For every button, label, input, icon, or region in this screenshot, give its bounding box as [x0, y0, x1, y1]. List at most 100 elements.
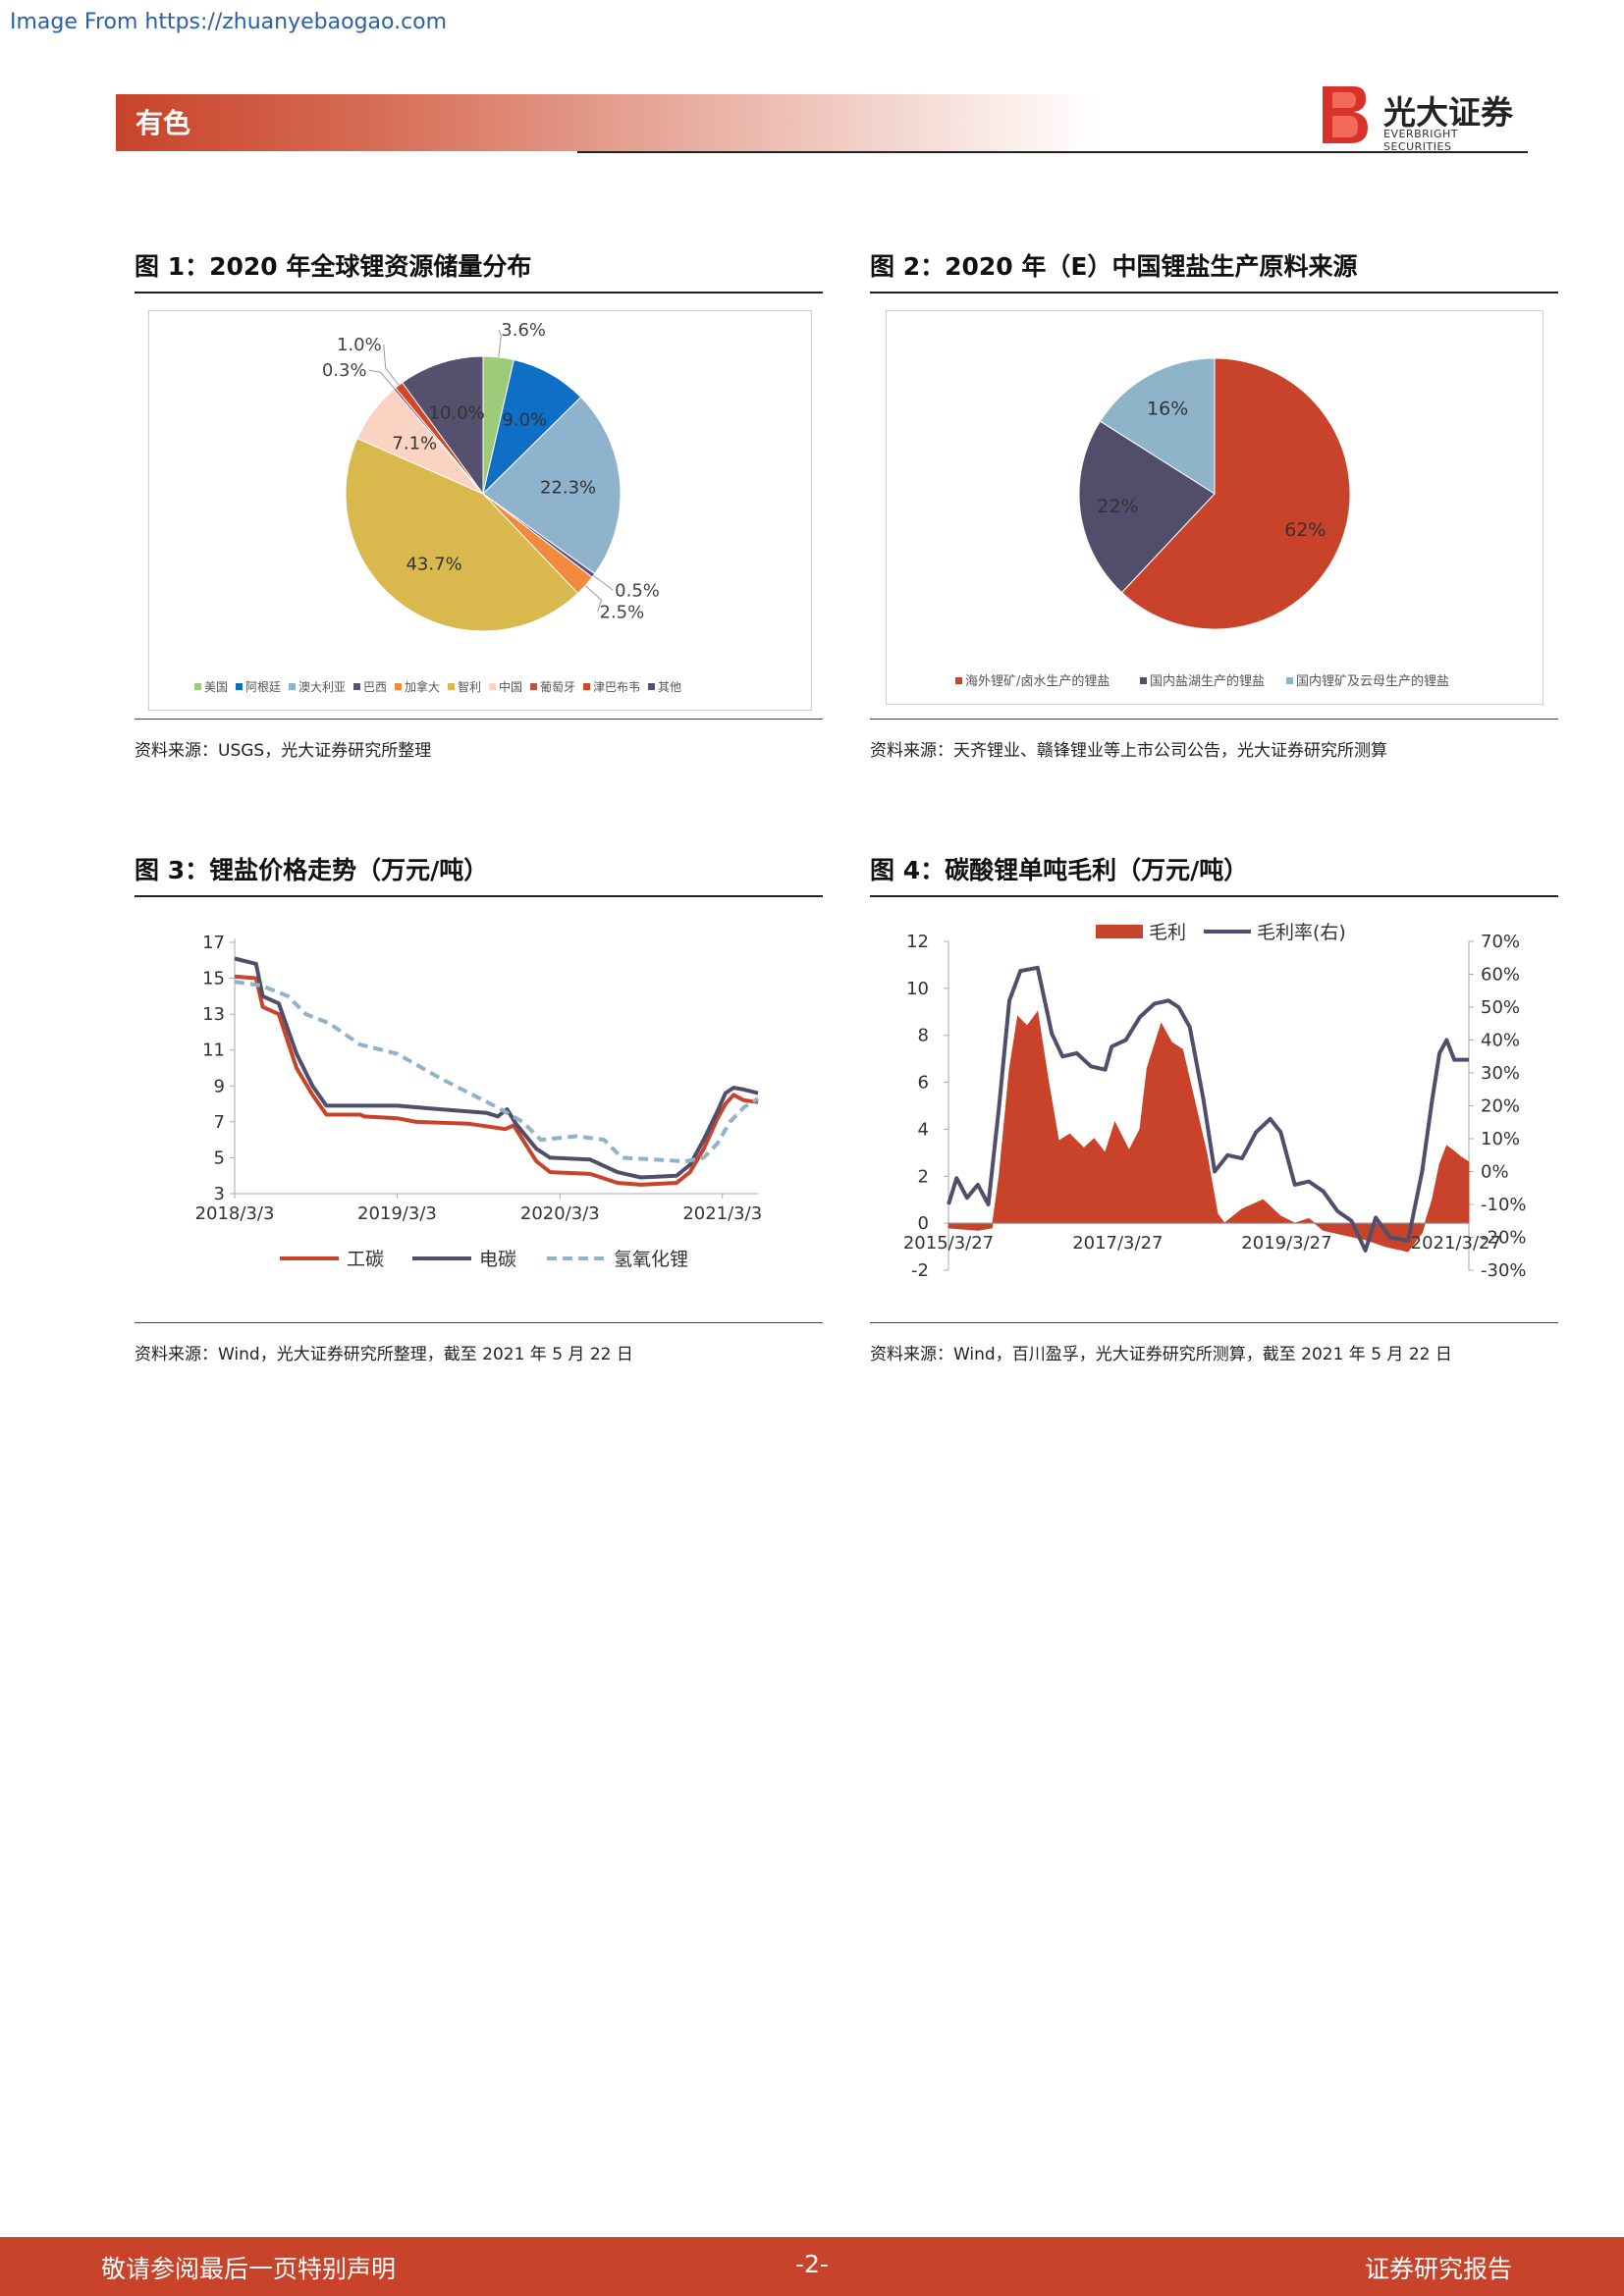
figure-3-bottom-rule — [135, 1322, 823, 1323]
fig4-y-tick-label-7: 12 — [906, 932, 929, 952]
pie-1-legend-label-0: 美国 — [204, 680, 228, 694]
pie-1-slice-9 — [402, 355, 484, 496]
fig4-y2-tick-label-2: -10% — [1481, 1195, 1527, 1215]
fig4-x-tick-label-1: 2017/3/27 — [1072, 1233, 1163, 1254]
logo-mark-icon — [1323, 86, 1368, 143]
fig3-y-tick-label-5: 13 — [202, 1004, 225, 1025]
figure-3-title: 图 3：锂盐价格走势（万元/吨） — [135, 856, 489, 884]
figure-4-combo-chart: -2 0 2 4 6 8 10 12 -30% -20% -10% 0% 10% 20% 30% 40% 50%… — [903, 922, 1527, 1281]
pie-1-legend-swatch-0 — [194, 683, 201, 690]
pie-2-legend-label-2: 国内锂矿及云母生产的锂盐 — [1296, 673, 1449, 689]
pie-1-legend-swatch-1 — [236, 683, 243, 690]
pie-2-legend-swatch-0 — [955, 677, 962, 684]
pie-1-legend-swatch-4 — [395, 683, 402, 690]
source-link[interactable]: Image From https://zhuanyebaogao.com — [10, 10, 448, 34]
fig3-x-tick-label-3: 2021/3/3 — [682, 1203, 762, 1224]
figure-2-top-rule — [870, 292, 1558, 294]
pie-1-slice-5 — [345, 437, 579, 632]
fig4-line-margin — [947, 965, 1469, 1253]
fig4-x-tick-label-2: 2019/3/27 — [1241, 1233, 1331, 1254]
pie-1-legend-label-9: 其他 — [658, 680, 681, 694]
fig4-y-tick-label-1: 0 — [918, 1213, 929, 1234]
pie-1-label-2: 22.3% — [540, 477, 596, 498]
figure-1-source: 资料来源：USGS，光大证券研究所整理 — [135, 741, 432, 761]
figure-1-bottom-rule — [135, 719, 823, 720]
fig3-legend-label-0: 工碳 — [347, 1249, 384, 1270]
fig3-x-tick-label-2: 2020/3/3 — [520, 1203, 600, 1224]
pie-1-legend-label-5: 智利 — [458, 679, 481, 694]
figure-4-top-rule — [870, 895, 1558, 897]
figure-2-source: 资料来源：天齐锂业、赣锋锂业等上市公司公告，光大证券研究所测算 — [870, 741, 1387, 761]
pie-1-label-9: 10.0% — [429, 403, 485, 424]
figure-4-source: 资料来源：Wind，百川盈孚，光大证券研究所测算，截至 2021 年 5 月 2… — [870, 1345, 1452, 1364]
fig4-area-gross-profit — [947, 1010, 1470, 1253]
pie-1-label-8: 1.0% — [337, 335, 382, 355]
pie-1-leader-4 — [584, 585, 603, 613]
fig4-y2-tick-label-4: 10% — [1481, 1129, 1520, 1149]
header-rule — [577, 151, 1528, 153]
section-label: 有色 — [135, 107, 191, 139]
fig3-y-tick-label-0: 3 — [214, 1184, 225, 1204]
pie-1-legend-swatch-9 — [648, 683, 655, 690]
fig4-y-tick-label-3: 4 — [918, 1119, 929, 1140]
fig4-y-tick-label-6: 10 — [906, 979, 929, 999]
fig4-y2-tick-label-7: 40% — [1481, 1031, 1520, 1051]
figure-1-top-rule — [135, 292, 823, 294]
pie-1-leader-3 — [593, 574, 614, 591]
pie-1-slice-1 — [482, 358, 582, 496]
fig4-x-tick-label-0: 2015/3/27 — [903, 1233, 994, 1254]
fig4-legend-label-1: 毛利率(右) — [1257, 922, 1346, 943]
fig3-y-tick-label-6: 15 — [202, 969, 225, 989]
pie-1-label-6: 7.1% — [392, 434, 437, 454]
fig3-x-tick-label-0: 2018/3/3 — [195, 1203, 275, 1224]
fig4-y-tick-label-5: 8 — [918, 1026, 929, 1046]
footer-disclaimer: 敬请参阅最后一页特别声明 — [101, 2255, 397, 2283]
pie-1-label-3: 0.5% — [615, 580, 660, 601]
figure-3-source: 资料来源：Wind，光大证券研究所整理，截至 2021 年 5 月 22 日 — [135, 1345, 633, 1364]
pie-1-label-0: 3.6% — [501, 320, 546, 341]
fig4-y2-tick-label-5: 20% — [1481, 1096, 1520, 1117]
logo-name: 光大证券 — [1383, 93, 1513, 132]
fig4-x-tick-label-3: 2021/3/27 — [1411, 1233, 1501, 1254]
pie-1-label-4: 2.5% — [600, 602, 645, 622]
fig4-y-tick-label-4: 6 — [918, 1073, 929, 1094]
pie-1-label-7: 0.3% — [322, 360, 367, 381]
pie-2-slice-1 — [1078, 420, 1216, 594]
fig4-y-tick-label-2: 2 — [918, 1166, 929, 1187]
fig4-y2-tick-label-1: -20% — [1481, 1228, 1527, 1249]
pie-1-legend-swatch-8 — [583, 683, 590, 690]
pie-2-legend-swatch-1 — [1140, 677, 1147, 684]
pie-2-label-2: 16% — [1147, 399, 1188, 420]
figure-4-bottom-rule — [870, 1322, 1558, 1323]
figure-3-top-rule — [135, 895, 823, 897]
fig3-series-line-2 — [234, 980, 760, 1164]
pie-1-legend-label-7: 葡萄牙 — [540, 680, 575, 694]
pie-1-legend-label-4: 加拿大 — [405, 679, 440, 694]
fig3-series-line-1 — [234, 956, 759, 1180]
pie-1-legend-label-3: 巴西 — [363, 680, 387, 694]
pie-1-leader-0 — [498, 329, 502, 357]
pie-2-legend-label-1: 国内盐湖生产的锂盐 — [1150, 673, 1265, 689]
pie-1-legend-swatch-2 — [289, 683, 296, 690]
fig4-y2-tick-label-10: 70% — [1481, 932, 1520, 952]
pie-2-label-0: 62% — [1284, 519, 1326, 541]
figure-1-pie-chart: 3.6% 9.0% 22.3% 0.5%2.5% 43.7% 7.1% 0.3% 1.0% 10… — [194, 320, 681, 694]
fig4-legend-swatch-0 — [1096, 925, 1143, 938]
pie-1-label-1: 9.0% — [502, 410, 547, 431]
fig3-series-line-0 — [234, 974, 759, 1187]
pie-1-legend-label-8: 津巴布韦 — [593, 680, 640, 694]
figure-2-title: 图 2：2020 年（E）中国锂盐生产原料来源 — [870, 252, 1358, 281]
pie-2-label-1: 22% — [1097, 496, 1138, 517]
company-logo: 光大证券 EVERBRIGHT SECURITIES — [1321, 82, 1527, 153]
figure-1-title: 图 1：2020 年全球锂资源储量分布 — [135, 252, 532, 281]
pie-1-legend-swatch-7 — [530, 683, 537, 690]
fig4-legend-label-0: 毛利 — [1149, 922, 1186, 943]
pie-1-legend-label-2: 澳大利亚 — [298, 680, 346, 694]
pie-1-legend-label-1: 阿根廷 — [245, 680, 281, 694]
fig3-y-tick-label-4: 11 — [202, 1041, 225, 1061]
header-band — [116, 94, 1098, 151]
fig4-y2-tick-label-3: 0% — [1481, 1162, 1509, 1183]
figure-1-chart-frame: 3.6% 9.0% 22.3% 0.5% 2.5% 43.7% 7.1% 0.3% 1.0% 10… — [148, 310, 812, 711]
figure-2-pie-chart: 62% 22% 16% 海外锂矿/卤水生产的锂盐 国内盐湖生产的锂盐 国内锂矿及云母生产的… — [955, 357, 1449, 689]
fig3-legend-label-2: 氢氧化锂 — [614, 1249, 688, 1270]
